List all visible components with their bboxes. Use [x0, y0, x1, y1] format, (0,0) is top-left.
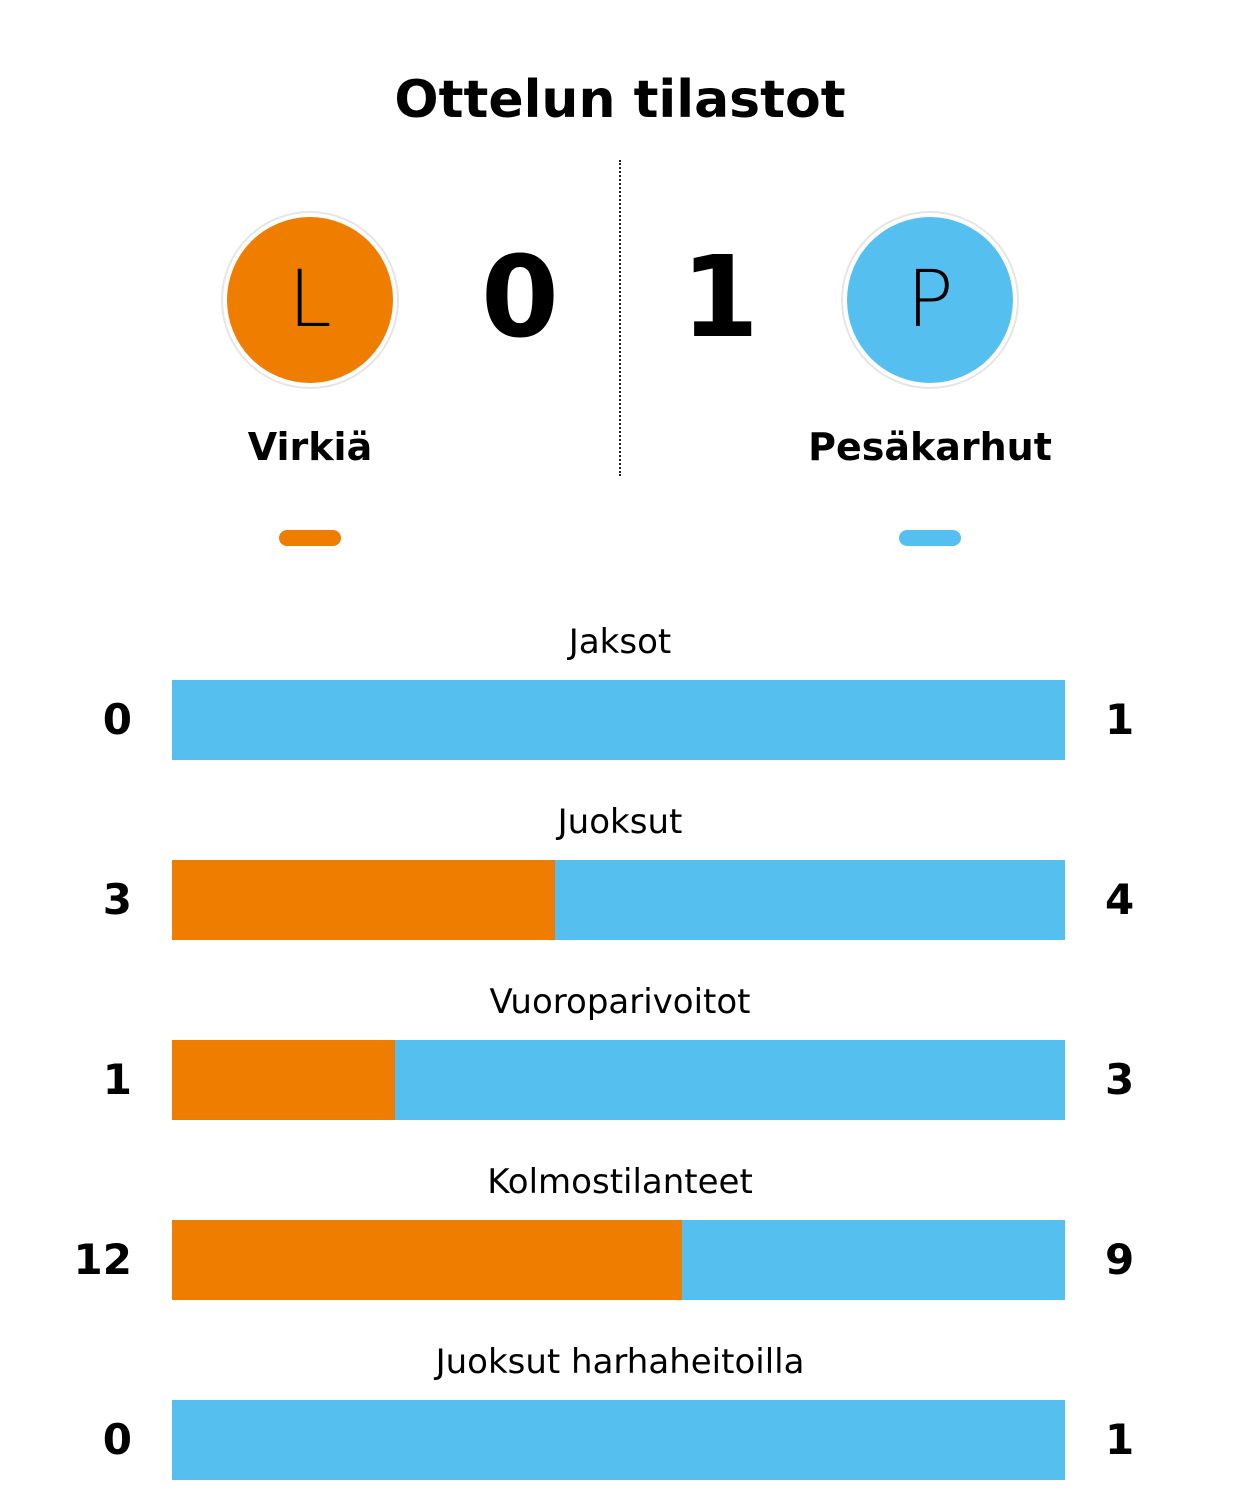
stat-bar-away-segment — [172, 1400, 1065, 1480]
stat-row: Juoksut harhaheitoilla 0 1 — [0, 1340, 1240, 1490]
score-divider — [619, 160, 621, 476]
stat-bar — [172, 860, 1065, 940]
home-team-name: Virkiä — [247, 425, 373, 469]
home-team-logo: L — [227, 217, 393, 383]
stat-row: Kolmostilanteet 12 9 — [0, 1160, 1240, 1310]
stat-away-value: 9 — [1105, 1235, 1135, 1284]
stat-bar-home-segment — [172, 1040, 396, 1120]
stat-bar-away-segment — [682, 1220, 1065, 1300]
stat-home-value: 3 — [102, 875, 132, 924]
stat-bar — [172, 1040, 1065, 1120]
stat-label: Kolmostilanteet — [487, 1162, 753, 1202]
stat-home-value: 0 — [102, 1415, 132, 1464]
stat-away-value: 3 — [1105, 1055, 1135, 1104]
stat-bar-home-segment — [172, 1220, 683, 1300]
stat-label: Juoksut — [557, 802, 683, 842]
home-legend-swatch — [279, 530, 341, 546]
home-logo-letter: L — [288, 255, 332, 345]
stat-bar — [172, 1220, 1065, 1300]
away-legend-swatch — [899, 530, 961, 546]
away-team-logo: P — [847, 217, 1013, 383]
stat-bar-home-segment — [172, 860, 555, 940]
away-logo-letter: P — [906, 255, 954, 345]
stat-home-value: 0 — [102, 695, 132, 744]
stat-row: Juoksut 3 4 — [0, 800, 1240, 950]
stat-home-value: 12 — [73, 1235, 132, 1284]
away-team-name: Pesäkarhut — [808, 425, 1052, 469]
stat-away-value: 4 — [1105, 875, 1135, 924]
stat-home-value: 1 — [102, 1055, 132, 1104]
stat-row: Jaksot 0 1 — [0, 620, 1240, 770]
home-score: 0 — [481, 233, 559, 363]
stat-away-value: 1 — [1105, 695, 1135, 744]
stat-label: Juoksut harhaheitoilla — [435, 1342, 805, 1382]
stat-row: Vuoroparivoitot 1 3 — [0, 980, 1240, 1130]
stat-away-value: 1 — [1105, 1415, 1135, 1464]
stat-label: Jaksot — [568, 622, 672, 662]
stat-bar — [172, 1400, 1065, 1480]
away-score: 1 — [681, 233, 759, 363]
page-title: Ottelun tilastot — [394, 70, 846, 130]
stat-bar-away-segment — [172, 680, 1065, 760]
stat-label: Vuoroparivoitot — [489, 982, 751, 1022]
stat-bar-away-segment — [395, 1040, 1065, 1120]
stat-bar-away-segment — [554, 860, 1065, 940]
stat-bar — [172, 680, 1065, 760]
